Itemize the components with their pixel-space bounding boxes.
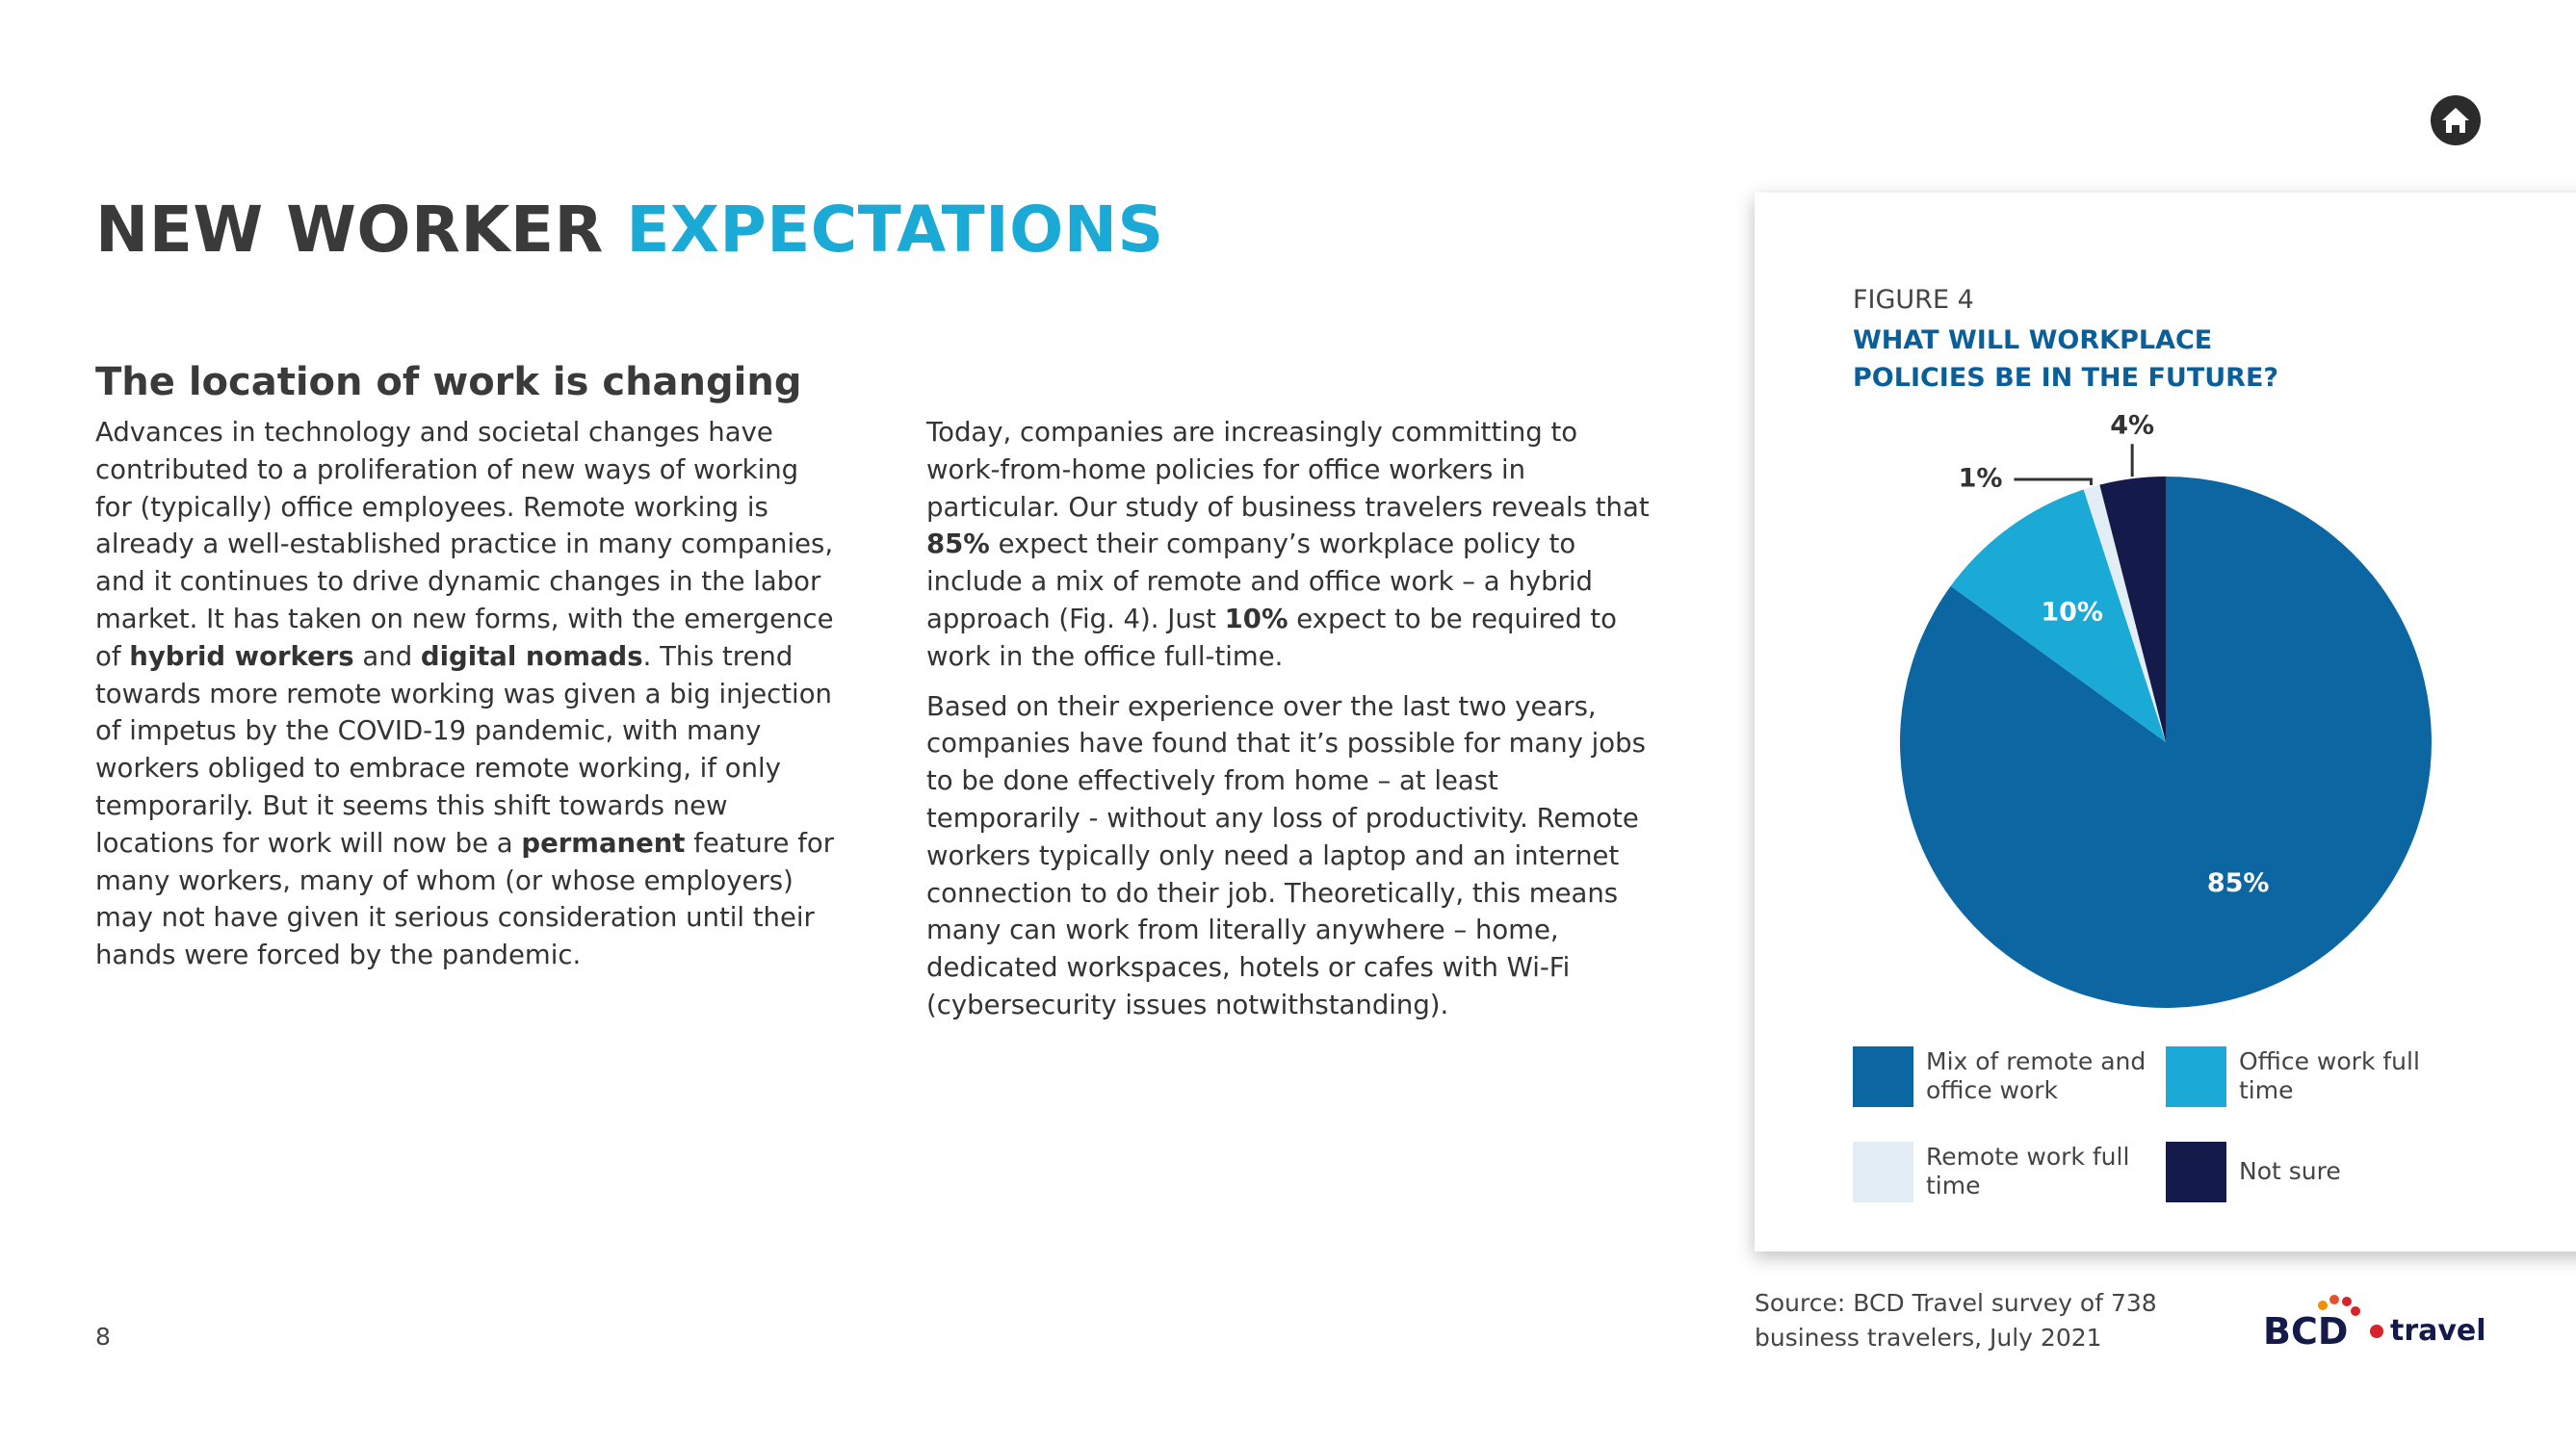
section-heading: The location of work is changing (95, 360, 802, 404)
legend-label: Not sure (2239, 1157, 2341, 1185)
paragraph: Based on their experience over the last … (926, 688, 1658, 1024)
source-note: Source: BCD Travel survey of 738 busines… (1755, 1289, 2157, 1352)
text-run: . This trend towards more remote working… (95, 640, 832, 859)
logo-dot (2342, 1297, 2352, 1306)
text-run: Today, companies are increasingly commit… (926, 417, 1650, 523)
legend-swatch (2166, 1046, 2226, 1107)
text-run: and (353, 640, 421, 672)
legend-label: Remote work full time (1926, 1143, 2130, 1199)
legend-label: Mix of remote and office work (1926, 1047, 2147, 1104)
home-glyph (2442, 108, 2469, 133)
bold-text: 85% (926, 529, 990, 560)
text-run: feature for many workers, many of whom (… (95, 827, 835, 971)
bold-text: hybrid workers (129, 640, 354, 672)
text-run: Advances in technology and societal chan… (95, 417, 834, 672)
text-run: expect to be required to work in the off… (926, 603, 1618, 672)
text-run: Based on their experience over the last … (926, 690, 1646, 1020)
page-number: 8 (95, 1323, 111, 1351)
text-column: Advances in technology and societal chan… (95, 414, 837, 987)
legend-label: Office work full time (2239, 1047, 2420, 1104)
bold-text: permanent (521, 827, 686, 859)
logo-dot (2318, 1301, 2328, 1310)
page-title: NEW WORKER EXPECTATIONS (95, 193, 1164, 267)
title-dark: NEW WORKER (95, 193, 604, 267)
text-column: Today, companies are increasingly commit… (926, 414, 1658, 1037)
logo-dot (2329, 1295, 2339, 1304)
legend-swatch (2166, 1142, 2226, 1202)
paragraph: Advances in technology and societal chan… (95, 414, 837, 974)
bold-text: digital nomads (420, 640, 643, 672)
logo-brand: BCD (2263, 1310, 2348, 1353)
logo-dot (2351, 1306, 2360, 1316)
legend-swatch (1853, 1142, 1913, 1202)
chart-title: WHAT WILL WORKPLACE POLICIES BE IN THE F… (1853, 325, 2279, 393)
logo: BCD travel (2263, 1295, 2485, 1353)
bold-text: 10% (1224, 603, 1288, 634)
logo-suffix: travel (2390, 1314, 2485, 1348)
paragraph: Today, companies are increasingly commit… (926, 414, 1658, 676)
home-button[interactable] (2430, 94, 2482, 146)
text-run: expect their company’s workplace policy … (926, 529, 1593, 634)
title-accent: EXPECTATIONS (626, 193, 1164, 267)
logo-dot (2370, 1325, 2383, 1338)
legend-swatch (1853, 1046, 1913, 1107)
figure-label: FIGURE 4 (1853, 285, 1974, 315)
